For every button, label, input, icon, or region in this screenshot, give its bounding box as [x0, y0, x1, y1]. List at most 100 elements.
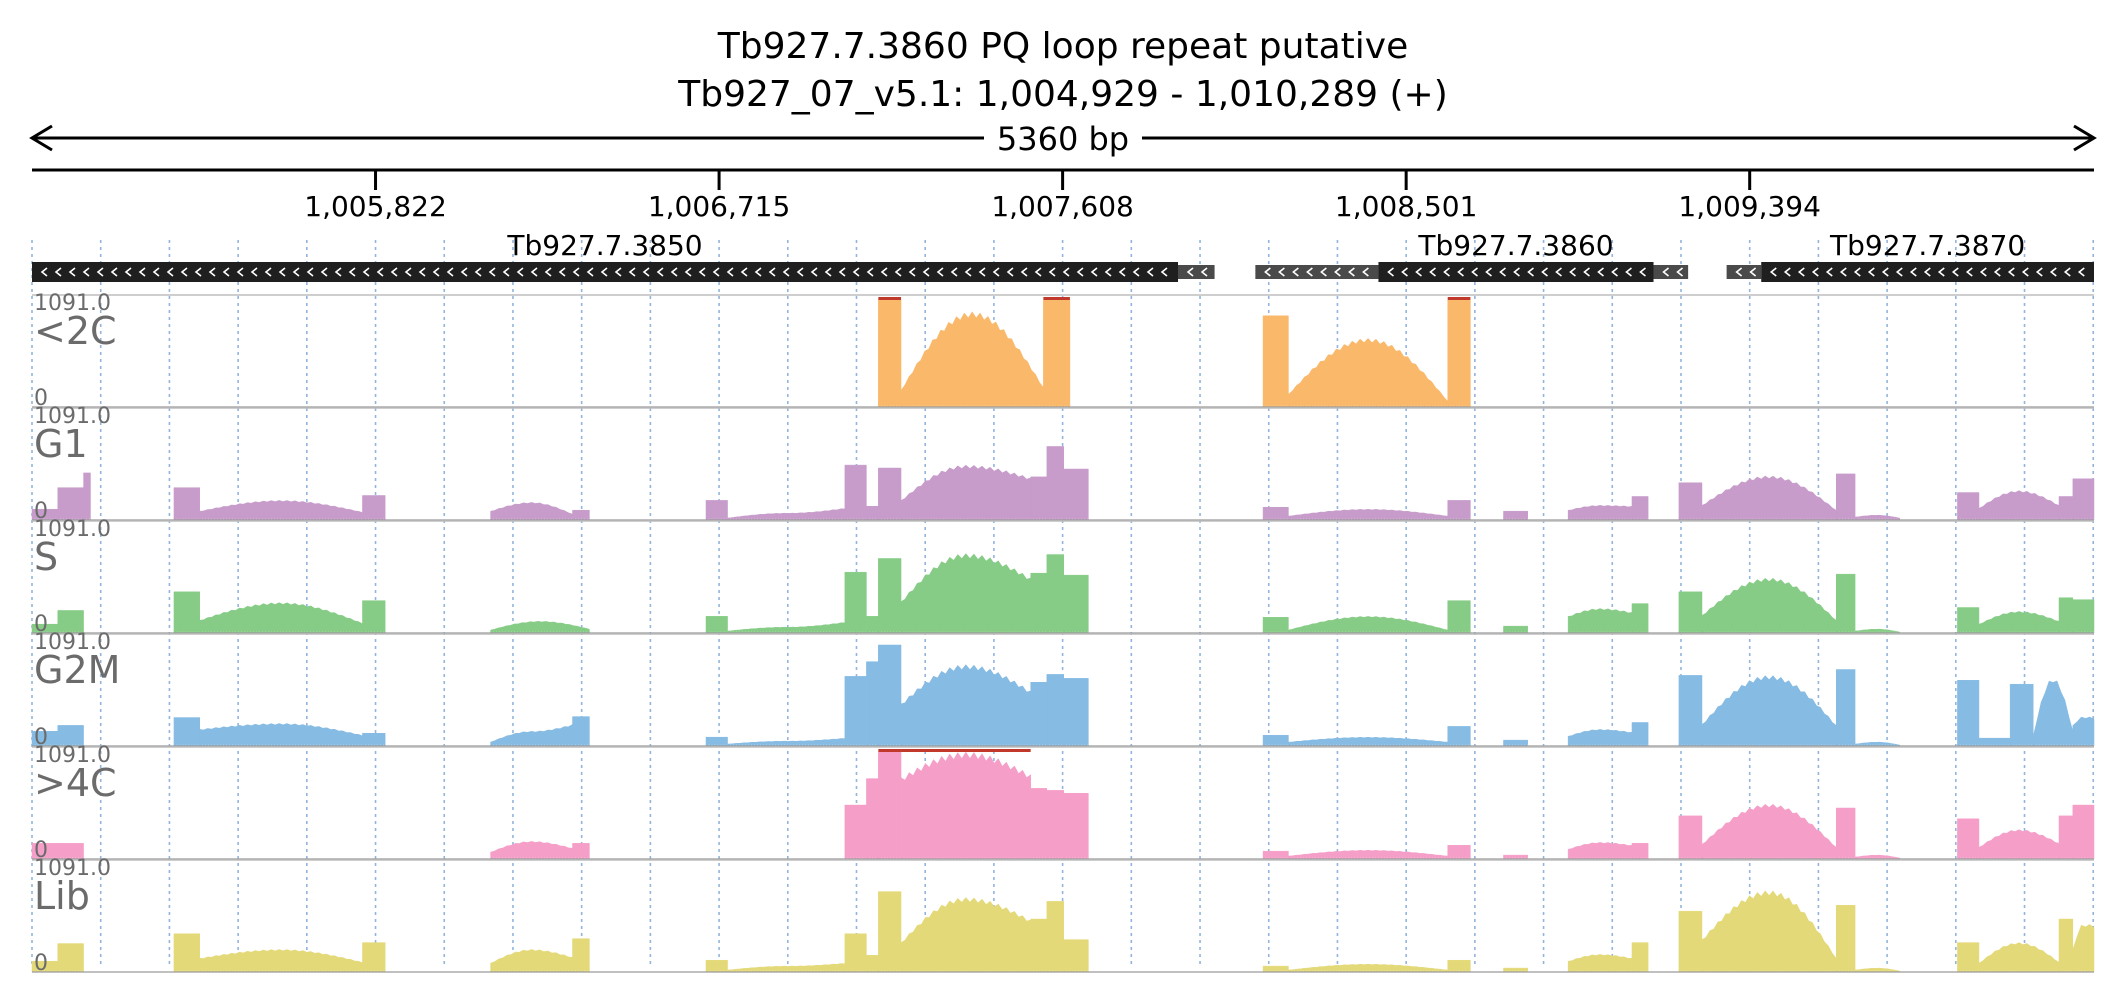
strand-chevron-icon: [1401, 267, 1408, 277]
track-c4: 1091.0>4C 0: [31, 743, 2095, 863]
strand-chevron-icon: [670, 267, 678, 277]
coverage-area: [2072, 478, 2095, 521]
coverage-area: [1957, 492, 1980, 521]
coverage-area: [1447, 600, 1471, 634]
coverage-area: [844, 676, 867, 747]
coverage-area: [2058, 918, 2074, 973]
strand-chevron-icon: [922, 267, 930, 277]
strand-chevron-icon: [782, 267, 790, 277]
strand-chevron-icon: [614, 267, 622, 277]
coverage-area: [1836, 573, 1856, 634]
coverage-area: [878, 891, 902, 973]
strand-chevron-icon: [838, 267, 846, 277]
gene-body: [32, 262, 1179, 282]
coverage-area: [1262, 315, 1289, 408]
coverage-area: [1063, 939, 1089, 973]
strand-chevron-icon: [320, 267, 328, 277]
coverage-area: [900, 311, 1044, 408]
coverage-area: [1262, 507, 1289, 521]
strand-chevron-icon: [908, 267, 916, 277]
gene-utr: [1255, 265, 1379, 279]
coverage-area: [199, 723, 363, 747]
strand-chevron-icon: [1923, 267, 1931, 277]
coverage-area: [2058, 597, 2074, 634]
gene-utr: [1178, 265, 1215, 279]
strand-chevron-icon: [1965, 267, 1973, 277]
strand-chevron-icon: [628, 267, 636, 277]
coverage-area: [1063, 574, 1089, 634]
strand-chevron-icon: [656, 267, 664, 277]
coverage-area: [1678, 482, 1703, 521]
coverage-area: [173, 591, 200, 634]
coverage-area: [1503, 967, 1528, 973]
coverage-area: [1046, 674, 1065, 747]
coverage-area: [572, 843, 590, 860]
strand-chevron-icon: [1471, 267, 1478, 277]
strand-chevron-icon: [2007, 267, 2015, 277]
coverage-area: [1701, 890, 1837, 973]
strand-chevron-icon: [1839, 267, 1847, 277]
coverage-area: [1978, 490, 2060, 521]
strand-chevron-icon: [2021, 267, 2029, 277]
coverage-area: [57, 725, 84, 747]
strand-chevron-icon: [1527, 267, 1534, 277]
strand-chevron-icon: [1485, 267, 1492, 277]
coverage-area: [1043, 299, 1071, 408]
coverage-area: [1046, 554, 1065, 634]
coverage-area: [490, 502, 573, 521]
coverage-area: [2072, 924, 2095, 973]
track-s: 1091.0S 0: [31, 517, 2095, 637]
strand-chevron-icon: [1555, 267, 1562, 277]
strand-chevron-icon: [250, 267, 258, 277]
coverage-area: [2072, 599, 2095, 634]
axis-tick-label: 1,008,501: [1335, 190, 1478, 223]
coverage-area: [1631, 603, 1649, 634]
coverage-area: [844, 933, 867, 973]
strand-chevron-icon: [1118, 267, 1126, 277]
strand-chevron-icon: [278, 267, 286, 277]
coverage-area: [2009, 683, 2034, 747]
coverage-area: [844, 804, 867, 860]
coverage-area: [844, 571, 867, 634]
coverage-area: [705, 500, 728, 521]
coverage-area: [490, 949, 573, 973]
strand-chevron-icon: [1415, 267, 1422, 277]
strand-chevron-icon: [586, 267, 594, 277]
track-name: G1: [34, 422, 88, 466]
strand-chevron-icon: [390, 267, 398, 277]
strand-chevron-icon: [1160, 267, 1168, 277]
coverage-area: [1957, 942, 1980, 973]
gene-utr: [1726, 265, 1762, 279]
strand-chevron-icon: [1769, 267, 1777, 277]
strand-chevron-icon: [866, 267, 874, 277]
strand-chevron-icon: [1853, 267, 1861, 277]
span-label: 5360 bp: [997, 120, 1129, 158]
strand-chevron-icon: [1937, 267, 1945, 277]
span-arrow: 5360 bp: [29, 120, 2097, 158]
strand-chevron-icon: [180, 267, 188, 277]
track-ymax-label: 1091.0: [34, 743, 111, 768]
strand-chevron-icon: [1499, 267, 1506, 277]
strand-chevron-icon: [1020, 267, 1028, 277]
coverage-area: [900, 464, 1031, 521]
coverage-area: [878, 467, 902, 521]
coverage-area: [57, 943, 84, 973]
chart-title: Tb927.7.3860 PQ loop repeat putative: [717, 26, 1408, 67]
strand-chevron-icon: [978, 267, 986, 277]
track-name: G2M: [34, 648, 120, 692]
strand-chevron-icon: [488, 267, 496, 277]
coverage-area: [490, 723, 573, 747]
coverage-area: [1567, 954, 1633, 973]
strand-chevron-icon: [600, 267, 608, 277]
coverage-area: [1978, 611, 2060, 634]
track-name: >4C: [34, 761, 117, 805]
coverage-area: [1978, 737, 2011, 747]
strand-chevron-icon: [1895, 267, 1903, 277]
strand-chevron-icon: [1993, 267, 2001, 277]
strand-chevron-icon: [1639, 267, 1646, 277]
coverage-area: [1063, 793, 1089, 860]
strand-chevron-icon: [516, 267, 524, 277]
strand-chevron-icon: [1006, 267, 1014, 277]
